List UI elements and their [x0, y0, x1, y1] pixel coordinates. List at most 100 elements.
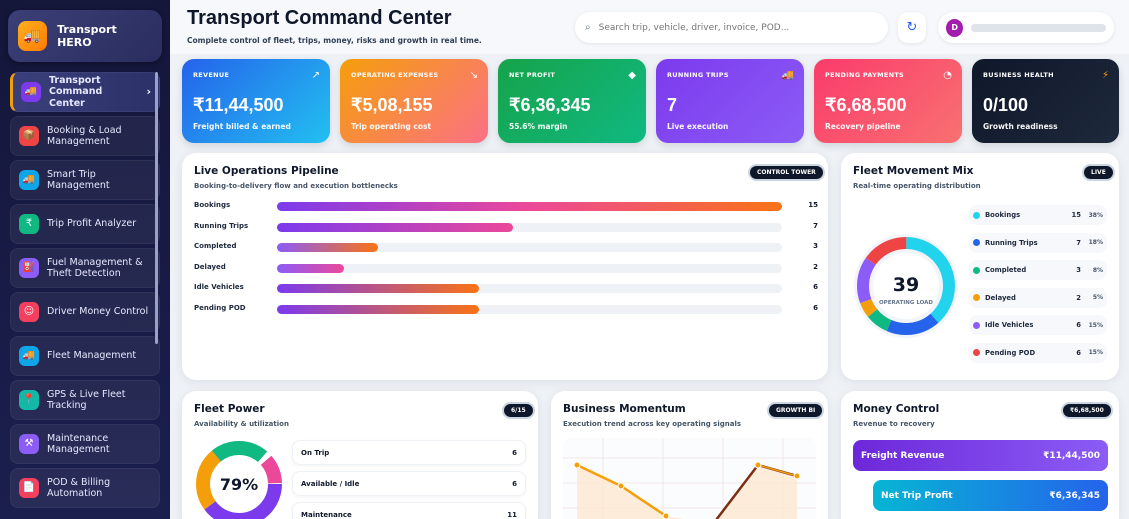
kpi-sub: Freight billed & earned — [193, 122, 291, 131]
donut-segment-bookings[interactable] — [857, 237, 955, 335]
truck-icon: 🚚 — [21, 82, 41, 102]
kpi-operating-expenses[interactable]: Operating Expenses ↘ ₹5,08,155 Trip oper… — [340, 59, 488, 143]
pipeline-bar — [277, 263, 345, 273]
pipeline-bar — [277, 222, 513, 232]
sidebar-item-7[interactable]: 📍 GPS & Live Fleet Tracking — [10, 380, 160, 420]
pipeline-track — [277, 284, 782, 293]
control-tower-badge[interactable]: CONTROL TOWER — [748, 164, 825, 181]
mix-legend-row[interactable]: Completed 3 8% — [969, 260, 1107, 280]
legend-count: 6 — [1076, 348, 1081, 357]
donut-total: 39 — [893, 274, 919, 296]
pipeline-row[interactable]: Completed 3 — [194, 241, 822, 253]
net-trip-profit-row[interactable]: Net Trip Profit ₹6,36,345 — [873, 480, 1108, 511]
clock-icon: ◔ — [943, 70, 952, 81]
fleet-power-value: 6 — [512, 448, 517, 457]
kpi-running-trips[interactable]: Running Trips 🚚 7 Live execution — [656, 59, 804, 143]
sidebar-item-3[interactable]: ₹ Trip Profit Analyzer — [10, 204, 160, 244]
legend-label: Pending POD — [985, 348, 1036, 357]
momentum-point[interactable] — [793, 472, 801, 480]
sidebar-item-9[interactable]: 📄 POD & Billing Automation — [10, 468, 160, 508]
legend-dot — [973, 239, 980, 246]
arrow-down-right-icon: ↘ — [469, 70, 478, 81]
donut-seg-green — [196, 441, 282, 519]
donut-segment-pending-pod[interactable] — [857, 237, 955, 335]
legend-percent: 38% — [1088, 211, 1103, 219]
momentum-panel: Business Momentum Execution trend across… — [551, 391, 828, 519]
pin-icon: 📍 — [19, 390, 39, 410]
pipeline-row[interactable]: Delayed 2 — [194, 262, 822, 274]
lightning-icon: ⚡ — [1101, 70, 1109, 81]
fleet-power-percent: 79% — [220, 475, 258, 494]
kpi-net-profit[interactable]: Net Profit ◆ ₹6,36,345 55.6% margin — [498, 59, 646, 143]
pipeline-row[interactable]: Bookings 15 — [194, 200, 822, 212]
sidebar: 🚚 Transport HERO 🚚 Transport Command Cent… — [0, 0, 170, 519]
pipeline-bar — [277, 202, 782, 211]
pipeline-track — [277, 243, 782, 252]
sidebar-item-4[interactable]: ⛽ Fuel Management & Theft Detection — [10, 248, 160, 288]
pipeline-label: Pending POD — [194, 303, 246, 312]
momentum-chart — [563, 438, 816, 519]
momentum-point[interactable] — [573, 461, 581, 469]
sidebar-item-1[interactable]: 📦 Booking & Load Management — [10, 116, 160, 156]
mix-legend-row[interactable]: Bookings 15 38% — [969, 205, 1107, 225]
pipeline-label: Bookings — [194, 201, 231, 209]
pipeline-row[interactable]: Idle Vehicles 6 — [194, 282, 822, 294]
user-menu[interactable]: D — [938, 12, 1114, 43]
money-value: ₹6,36,345 — [1049, 490, 1100, 501]
kpi-pending-payments[interactable]: Pending Payments ◔ ₹6,68,500 Recovery pi… — [814, 59, 962, 143]
sidebar-scrollbar[interactable] — [155, 72, 158, 344]
search-box[interactable]: ⌕ — [575, 12, 888, 43]
refresh-icon: ↻ — [906, 20, 918, 35]
panel-title: Fleet Power — [194, 403, 265, 415]
fleet-power-row[interactable]: Available / Idle 6 — [292, 471, 526, 496]
donut-seg-purple — [196, 441, 282, 519]
momentum-point[interactable] — [617, 482, 625, 490]
kpi-business-health[interactable]: Business Health ⚡ 0/100 Growth readiness — [972, 59, 1119, 143]
pipeline-label: Completed — [194, 242, 237, 250]
fleet-count-badge[interactable]: 6/15 — [502, 402, 535, 419]
panel-subtitle: Availability & utilization — [194, 420, 289, 428]
sidebar-item-label: Fleet Management — [47, 350, 137, 362]
fleet-power-row[interactable]: On Trip 6 — [292, 440, 526, 465]
legend-label: Completed — [985, 266, 1027, 274]
sidebar-item-5[interactable]: ☺ Driver Money Control — [10, 292, 160, 332]
refresh-button[interactable]: ↻ — [898, 12, 926, 43]
pipeline-row[interactable]: Pending POD 6 — [194, 303, 822, 315]
page-subtitle: Complete control of fleet, trips, money,… — [187, 36, 482, 45]
donut-segment-running-trips[interactable] — [857, 237, 955, 335]
chevron-right-icon: › — [146, 85, 151, 99]
fuel-icon: ⛽ — [19, 258, 39, 278]
mix-legend-row[interactable]: Pending POD 6 15% — [969, 342, 1107, 363]
pipeline-row[interactable]: Running Trips 7 — [194, 221, 822, 233]
pipeline-track — [277, 202, 782, 211]
search-input[interactable] — [598, 22, 869, 33]
sidebar-item-0[interactable]: 🚚 Transport Command Center › — [10, 72, 160, 112]
growth-bi-badge[interactable]: GROWTH BI — [767, 402, 825, 419]
arrow-up-right-icon: ↗ — [311, 70, 320, 81]
brand[interactable]: 🚚 Transport HERO — [8, 10, 162, 62]
sidebar-item-8[interactable]: ⚒ Maintenance Management — [10, 424, 160, 464]
legend-percent: 15% — [1088, 321, 1103, 329]
freight-revenue-row[interactable]: Freight Revenue ₹11,44,500 — [853, 440, 1108, 471]
panel-title: Money Control — [853, 403, 940, 415]
money-badge[interactable]: ₹6,68,500 — [1061, 402, 1113, 419]
sidebar-item-6[interactable]: 🚚 Fleet Management — [10, 336, 160, 376]
kpi-value: ₹6,68,500 — [825, 95, 907, 115]
fleet-power-row[interactable]: Maintenance 11 — [292, 502, 526, 519]
money-control-panel: Money Control Revenue to recovery ₹6,68,… — [841, 391, 1119, 519]
momentum-point[interactable] — [754, 461, 762, 469]
mix-legend-row[interactable]: Running Trips 7 18% — [969, 232, 1107, 253]
sidebar-item-label: Trip Profit Analyzer — [47, 218, 137, 230]
live-badge[interactable]: LIVE — [1082, 164, 1115, 181]
donut-segment-idle-vehicles[interactable] — [857, 237, 955, 335]
kpi-revenue[interactable]: Revenue ↗ ₹11,44,500 Freight billed & ea… — [182, 59, 330, 143]
legend-count: 7 — [1076, 238, 1081, 247]
sidebar-item-2[interactable]: 🚚 Smart Trip Management — [10, 160, 160, 200]
truck-icon: 🚚 — [19, 346, 39, 366]
mix-legend-row[interactable]: Delayed 2 5% — [969, 287, 1107, 308]
kpi-value: 0/100 — [983, 95, 1029, 115]
pipeline-label: Idle Vehicles — [194, 283, 244, 291]
mix-legend-row[interactable]: Idle Vehicles 6 15% — [969, 315, 1107, 335]
box-icon: 📦 — [19, 126, 39, 146]
momentum-point[interactable] — [662, 512, 670, 519]
